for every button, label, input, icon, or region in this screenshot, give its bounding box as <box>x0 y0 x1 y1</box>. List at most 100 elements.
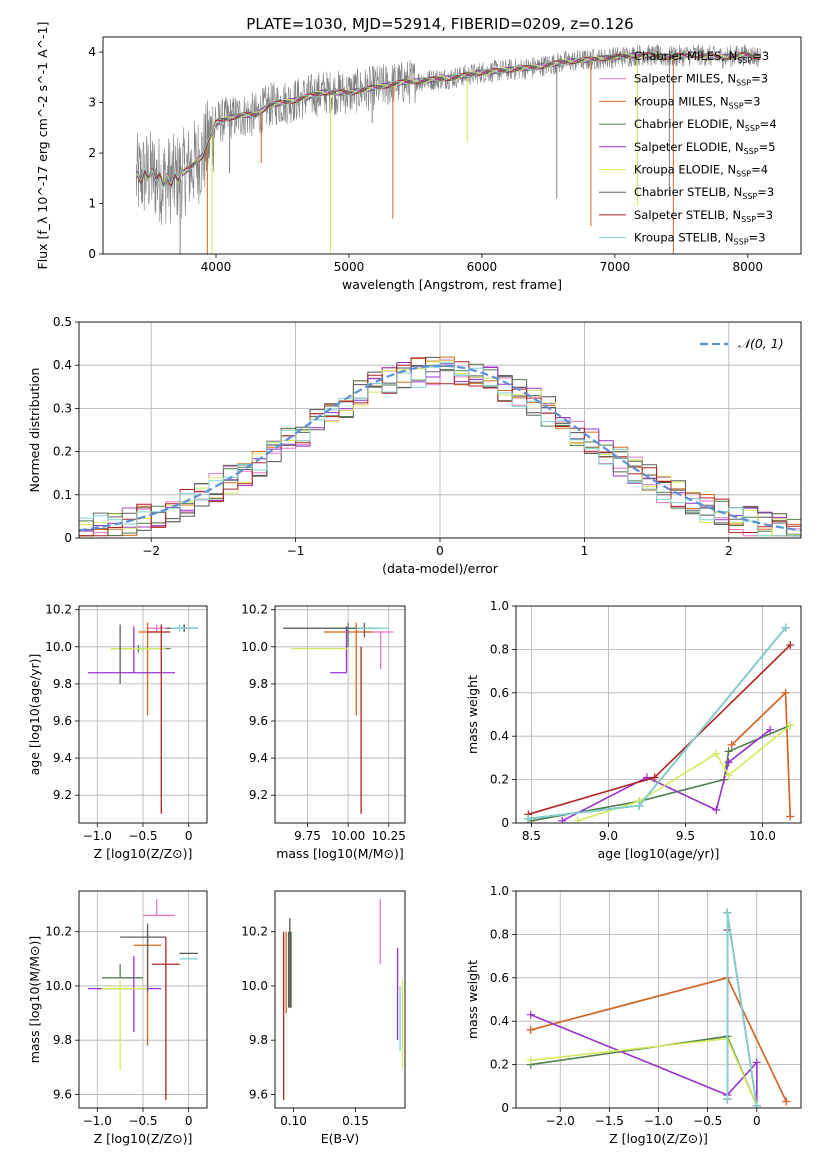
histogram-5 <box>79 360 801 537</box>
x-axis-label: Z [log10(Z/Z⊙)] <box>94 846 193 861</box>
x-axis-label: wavelength [Angstrom, rest frame] <box>342 277 562 292</box>
y-tick-label: 0 <box>501 1101 509 1115</box>
x-tick-label: 2 <box>725 544 733 558</box>
legend-sub: SSP <box>745 124 760 133</box>
y-axis-label: mass weight <box>465 960 480 1039</box>
weight-marker <box>526 1056 535 1065</box>
y-tick-label: 9.8 <box>53 1033 72 1047</box>
y-tick-label: 10.0 <box>241 640 268 654</box>
errorbar-6 <box>356 622 373 638</box>
legend-label-2: Kroupa MILES, NSSP=3 <box>634 94 760 110</box>
legend-sub: SSP <box>741 215 756 224</box>
weight-marker <box>558 816 567 823</box>
weight-line-1 <box>731 690 791 817</box>
errorbar-2 <box>138 622 157 716</box>
legend-eq: =3 <box>744 94 761 108</box>
y-axis-label: Normed distribution <box>27 368 42 493</box>
weight-marker <box>635 801 644 810</box>
plot-area-mass-vs-Z <box>79 891 207 1108</box>
y-tick-label: 0.3 <box>53 401 72 415</box>
weight-marker <box>752 1058 761 1067</box>
x-tick-label: −1 <box>287 544 305 558</box>
y-tick-label: 10.0 <box>45 979 72 993</box>
y-tick-label: 10.0 <box>45 640 72 654</box>
weight-marker <box>724 771 733 780</box>
spectrum-legend: Chabrier MILES, NSSP=3 Salpeter MILES, NS… <box>599 49 777 247</box>
x-tick-label: 1 <box>581 544 589 558</box>
legend-sub: SSP <box>737 56 752 65</box>
weight-marker <box>786 641 795 650</box>
y-axis-label: mass weight <box>465 675 480 754</box>
histogram-8 <box>79 362 801 537</box>
plot-area-spectrum <box>135 44 762 254</box>
x-tick-label: 10.25 <box>372 829 406 843</box>
y-tick-label: 1.0 <box>490 599 509 613</box>
y-tick-label: 0.6 <box>490 686 509 700</box>
weight-marker <box>524 814 533 823</box>
y-axis-label: Flux [f_λ 10^-17 erg cm^-2 s^-1 A^-1] <box>35 22 50 270</box>
weight-line-2 <box>731 690 791 817</box>
weight-marker <box>712 805 721 814</box>
y-tick-label: 9.6 <box>53 1087 72 1101</box>
x-axis-label: E(B-V) <box>321 1131 360 1146</box>
histogram-6 <box>79 365 801 537</box>
legend-sub: SSP <box>729 101 744 110</box>
weight-marker <box>723 908 732 917</box>
legend-label-4: Salpeter ELODIE, NSSP=5 <box>634 140 776 156</box>
figure-title: PLATE=1030, MJD=52914, FIBERID=0209, z=0… <box>246 15 633 33</box>
x-tick-label: 7000 <box>600 260 631 274</box>
weight-marker <box>786 812 795 821</box>
x-tick-label: 0 <box>185 829 193 843</box>
y-tick-label: 0.5 <box>53 315 72 329</box>
legend-sub: SSP <box>736 170 751 179</box>
axes-frame <box>274 890 406 1109</box>
y-tick-label: 0 <box>64 531 72 545</box>
legend-eq: =4 <box>760 117 777 131</box>
x-tick-label: 0.10 <box>280 1114 307 1128</box>
y-axis-label: age [log10(age/yr)] <box>27 654 42 776</box>
y-tick-label: 9.8 <box>53 677 72 691</box>
x-tick-label: 0.15 <box>342 1114 369 1128</box>
y-tick-label: 9.2 <box>53 788 72 802</box>
y-tick-label: 10.2 <box>45 925 72 939</box>
x-tick-label: −1.5 <box>595 1114 624 1128</box>
y-tick-label: 0.4 <box>490 1014 509 1028</box>
legend-sub: SSP <box>744 147 759 156</box>
weight-marker <box>573 816 582 823</box>
plot-area-weight-vs-Z <box>516 891 801 1108</box>
y-tick-label: 9.8 <box>249 677 268 691</box>
y-tick-label: 9.8 <box>249 1033 268 1047</box>
x-tick-label: −1.0 <box>83 1114 112 1128</box>
axes-frame <box>515 605 802 824</box>
axes-frame <box>515 890 802 1109</box>
x-tick-label: −0.5 <box>693 1114 722 1128</box>
weight-marker <box>781 688 790 697</box>
errorbar-5 <box>101 980 148 1071</box>
y-tick-label: 10.0 <box>241 979 268 993</box>
axes-frame <box>78 605 208 824</box>
legend-sub: SSP <box>736 79 751 88</box>
legend-eq: =3 <box>757 185 774 199</box>
y-tick-label: 0.8 <box>490 927 509 941</box>
y-tick-label: 9.6 <box>53 714 72 728</box>
axes-frame <box>78 321 802 539</box>
y-tick-label: 0.8 <box>490 642 509 656</box>
errorbar-6 <box>120 923 166 992</box>
x-tick-label: 0 <box>436 544 444 558</box>
plot-area-weight-vs-age <box>516 606 801 823</box>
weight-marker <box>786 721 795 730</box>
y-tick-label: 9.6 <box>249 714 268 728</box>
y-tick-label: 9.2 <box>249 788 268 802</box>
legend-sub: SSP <box>734 238 749 247</box>
x-axis-label: Z [log10(Z/Z⊙)] <box>609 1131 708 1146</box>
y-tick-label: 1 <box>88 197 96 211</box>
x-axis-label: Z [log10(Z/Z⊙)] <box>94 1131 193 1146</box>
legend-label-5: Kroupa ELODIE, NSSP=4 <box>634 163 768 179</box>
weight-marker <box>723 1095 732 1104</box>
legend-eq: =4 <box>751 163 768 177</box>
weight-marker <box>766 725 775 734</box>
y-tick-label: 2 <box>88 146 96 160</box>
axes-frame <box>274 605 406 824</box>
errorbar-4 <box>88 956 162 1033</box>
x-tick-label: 6000 <box>467 260 498 274</box>
